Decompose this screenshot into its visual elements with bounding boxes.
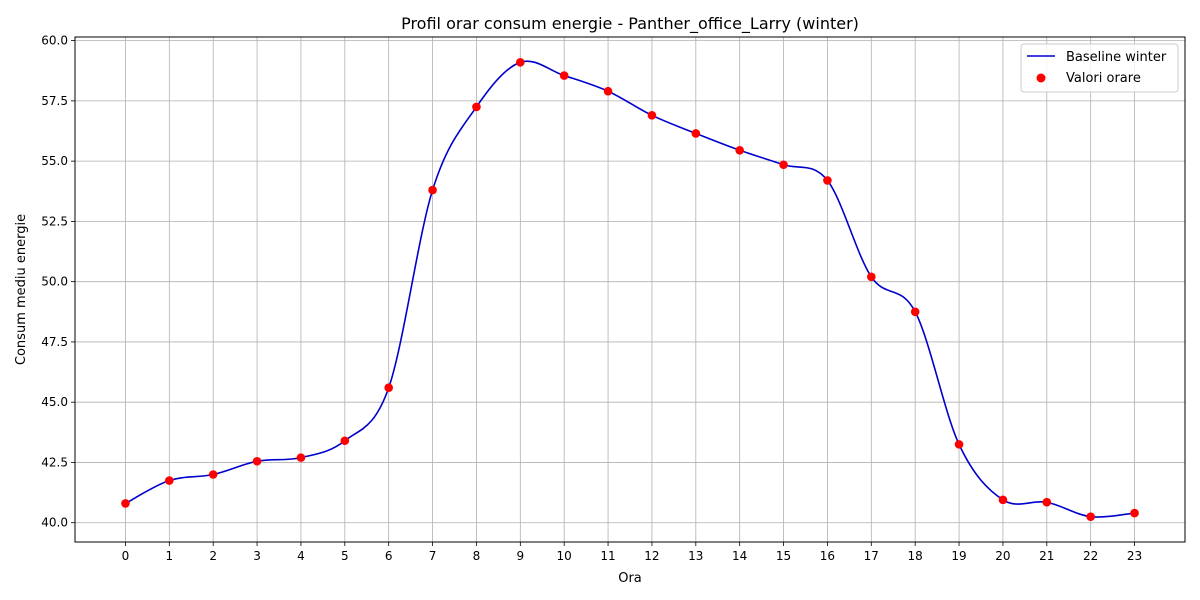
grid	[75, 37, 1185, 542]
x-tick-label: 22	[1083, 549, 1098, 563]
x-tick-label: 21	[1039, 549, 1054, 563]
x-tick-label: 16	[820, 549, 835, 563]
data-point	[384, 383, 393, 393]
x-tick-label: 13	[688, 549, 703, 563]
data-point	[1042, 497, 1052, 507]
x-tick-label: 4	[297, 549, 305, 563]
x-tick-label: 7	[429, 549, 437, 563]
y-axis: 40.0 42.5 45.0 47.5 50.0 52.5 55.0 57.5 60.0	[41, 34, 75, 530]
data-point	[867, 272, 876, 282]
legend-label-baseline: Baseline winter	[1066, 50, 1167, 65]
y-tick-label: 57.5	[41, 94, 68, 108]
data-point	[472, 102, 481, 112]
legend-box	[1020, 43, 1179, 93]
x-tick-label: 5	[341, 549, 349, 563]
data-point	[296, 453, 306, 462]
legend-label-hourly: Valori orare	[1066, 71, 1141, 86]
x-tick-label: 20	[995, 549, 1010, 563]
x-tick-label: 1	[166, 549, 174, 563]
x-tick-label: 23	[1127, 549, 1142, 563]
legend-scatter-swatch	[1036, 73, 1046, 83]
data-point	[428, 185, 437, 195]
x-tick-label: 8	[473, 549, 481, 563]
y-tick-label: 52.5	[41, 214, 68, 228]
x-tick-label: 6	[385, 549, 393, 563]
y-tick-label: 55.0	[41, 154, 68, 168]
data-point	[340, 436, 350, 446]
x-tick-label: 18	[908, 549, 923, 563]
data-point	[779, 160, 788, 170]
x-tick-label: 15	[776, 549, 791, 563]
data-point	[1130, 508, 1139, 518]
x-tick-label: 17	[864, 549, 879, 563]
y-axis-label: Consum mediu energie	[14, 214, 29, 365]
x-tick-label: 3	[253, 549, 261, 563]
data-point	[647, 111, 657, 120]
data-point	[910, 307, 920, 317]
x-tick-label: 14	[732, 549, 747, 563]
data-point	[735, 145, 744, 155]
data-point	[1086, 512, 1095, 521]
data-point	[121, 499, 130, 508]
data-point	[691, 129, 701, 138]
x-tick-label: 11	[600, 549, 615, 563]
x-tick-label: 9	[516, 549, 524, 563]
y-tick-label: 47.5	[41, 335, 68, 349]
plot-frame	[74, 36, 1186, 543]
y-tick-label: 40.0	[41, 516, 68, 530]
x-axis-label: Ora	[618, 571, 642, 586]
data-point	[954, 440, 964, 449]
data-point	[823, 176, 832, 185]
y-tick-label: 50.0	[41, 275, 68, 289]
data-point	[559, 71, 569, 80]
data-point	[208, 470, 218, 479]
x-tick-label: 0	[122, 549, 130, 563]
x-tick-label: 19	[951, 549, 966, 563]
y-tick-label: 42.5	[41, 455, 68, 469]
x-tick-label: 10	[557, 549, 572, 563]
data-point	[252, 456, 262, 466]
scatter-points-group	[121, 58, 1139, 521]
x-tick-label: 12	[644, 549, 659, 563]
data-point	[603, 86, 613, 96]
y-tick-label: 60.0	[41, 34, 68, 48]
x-tick-label: 2	[209, 549, 217, 563]
chart-title: Profil orar consum energie - Panther_off…	[401, 14, 859, 34]
data-point	[516, 58, 525, 67]
y-tick-label: 45.0	[41, 395, 68, 409]
series-line-baseline-winter	[125, 60, 1135, 518]
x-axis: 0 1 2 3 4 5 6 7 8 9 10 11 12 13 14 15 16 17 18 19 20 21 22 23	[122, 542, 1142, 563]
legend: Baseline winter Valori orare	[1020, 43, 1179, 93]
data-point	[165, 476, 174, 485]
data-point	[998, 495, 1008, 505]
series-line-group	[125, 60, 1135, 518]
